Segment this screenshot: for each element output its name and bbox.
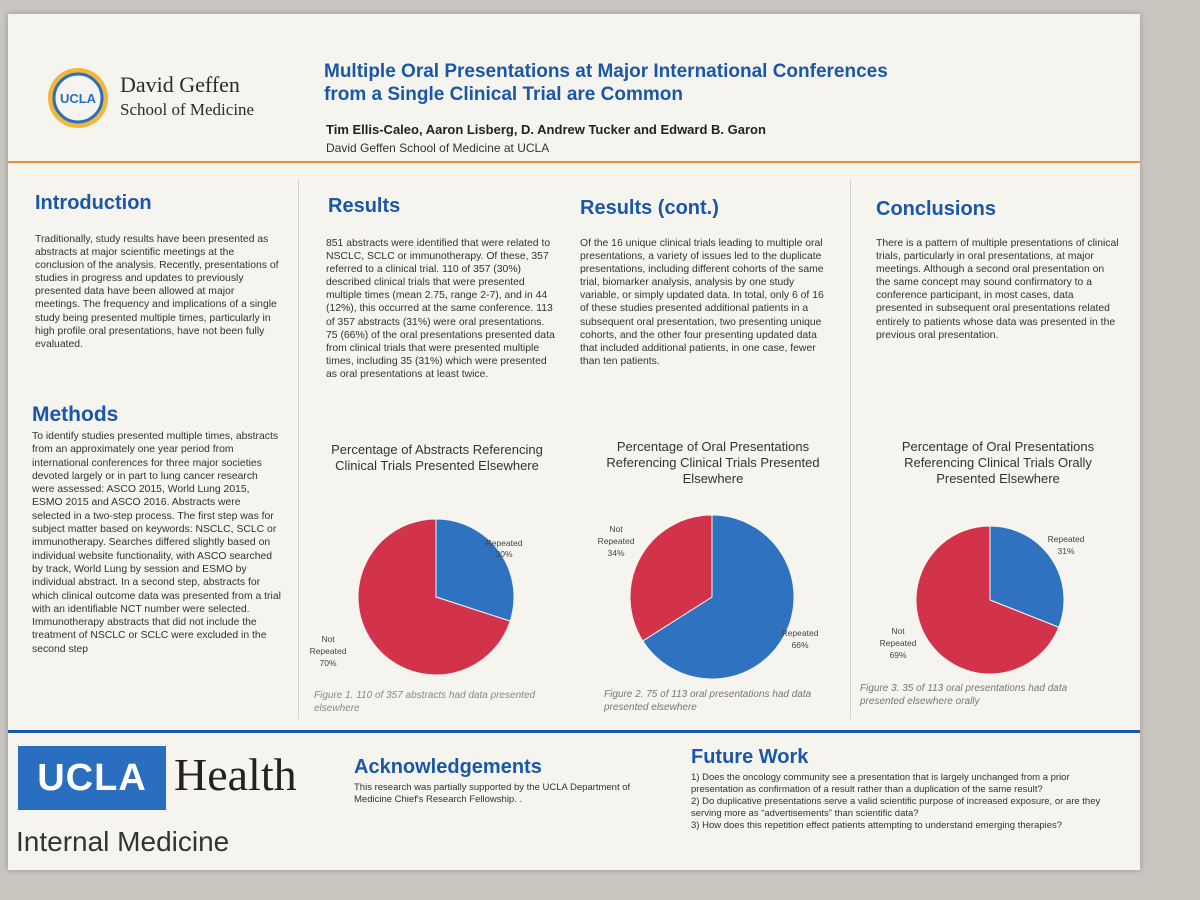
results-heading: Results (328, 195, 401, 217)
methods-body: To identify studies presented multiple t… (32, 431, 281, 655)
introduction-heading: Introduction (35, 192, 152, 214)
title-line2: from a Single Clinical Trial are Common (324, 84, 683, 105)
introduction-body: Traditionally, study results have been p… (35, 234, 279, 350)
future-work-item: 1) Does the oncology community see a pre… (691, 772, 1070, 795)
chart3-pct-not-repeated: 69% (889, 650, 906, 660)
chart2-caption: Figure 2. 75 of 113 oral presentations h… (604, 689, 812, 713)
seal-text: UCLA (60, 91, 97, 106)
chart3-pct-repeated: 31% (1057, 546, 1074, 556)
chart3-label-not-repeated-1: Not (891, 626, 905, 636)
chart1-title: Percentage of Abstracts Referencing Clin… (306, 442, 568, 474)
chart3-pie: Repeated 31% Not Repeated 69% (880, 525, 1085, 675)
conclusions-heading: Conclusions (876, 198, 997, 220)
chart3-title-line: Referencing Clinical Trials Orally (904, 455, 1092, 470)
chart2-label-repeated: Repeated (782, 628, 819, 638)
chart2-title-line: Elsewhere (682, 471, 744, 486)
footer-divider (8, 730, 1140, 733)
chart2-label-not-repeated-2: Repeated (598, 536, 635, 546)
future-work-list: 1) Does the oncology community see a pre… (691, 772, 1106, 832)
chart3-caption: Figure 3. 35 of 113 oral presentations h… (860, 683, 1068, 707)
chart2-title-line: Referencing Clinical Trials Presented (606, 455, 820, 470)
chart1-pct-not-repeated: 70% (319, 658, 336, 668)
poster-title: Multiple Oral Presentations at Major Int… (324, 60, 1124, 106)
chart1-pct-repeated: 30% (495, 549, 512, 559)
chart1-title-line: Clinical Trials Presented Elsewhere (335, 458, 539, 473)
chart3-title-line: Presented Elsewhere (936, 471, 1060, 486)
affiliation: David Geffen School of Medicine at UCLA (326, 141, 550, 155)
future-work-heading: Future Work (691, 746, 809, 768)
department-name: Internal Medicine (16, 826, 230, 857)
title-line1: Multiple Oral Presentations at Major Int… (324, 61, 888, 82)
pie-slice-not-repeated (629, 514, 713, 642)
chart1-label-not-repeated-1: Not (321, 634, 335, 644)
pie-slice-repeated (435, 518, 515, 622)
chart2-pie: Not Repeated 34% Repeated 66% (598, 514, 819, 680)
ucla-health-logo-word: Health (174, 749, 297, 800)
results-cont-body: Of the 16 unique clinical trials leading… (580, 238, 824, 367)
chart2-title: Percentage of Oral Presentations Referen… (588, 439, 838, 487)
acknowledgements-body: This research was partially supported by… (354, 782, 631, 805)
acknowledgements-heading: Acknowledgements (354, 756, 542, 778)
results-cont-heading: Results (cont.) (580, 197, 719, 219)
chart2-label-not-repeated-1: Not (609, 524, 623, 534)
chart1-caption: Figure 1. 110 of 357 abstracts had data … (314, 690, 536, 714)
pie-slice-repeated (642, 514, 795, 680)
chart2-title-line: Percentage of Oral Presentations (616, 439, 810, 454)
chart2-pct-repeated: 66% (791, 640, 808, 650)
chart1-title-line: Percentage of Abstracts Referencing (331, 442, 543, 457)
column-divider (850, 179, 851, 719)
chart3-title: Percentage of Oral Presentations Referen… (868, 439, 1128, 487)
authors: Tim Ellis-Caleo, Aaron Lisberg, D. Andre… (326, 122, 766, 137)
chart1-label-not-repeated-2: Repeated (310, 646, 347, 656)
school-name-line2: School of Medicine (120, 100, 255, 119)
poster: UCLA David Geffen School of Medicine Mul… (8, 14, 1140, 870)
ucla-health-logo-box: UCLA (18, 746, 166, 810)
results-body: 851 abstracts were identified that were … (326, 238, 555, 380)
chart3-label-repeated: Repeated (1048, 534, 1085, 544)
future-work-item: 3) How does this repetition effect patie… (691, 820, 1063, 831)
chart1-label-repeated: Repeated (486, 538, 523, 548)
ucla-seal-logo: UCLA (48, 68, 108, 128)
chart3-title-line: Percentage of Oral Presentations (901, 439, 1095, 454)
pie-slice-not-repeated (357, 518, 511, 676)
future-work-item: 2) Do duplicative presentations serve a … (691, 796, 1101, 819)
school-name-line1: David Geffen (120, 72, 240, 97)
methods-heading: Methods (32, 403, 119, 426)
column-divider (298, 179, 299, 719)
pie-slice-not-repeated (915, 525, 1060, 675)
conclusions-body: There is a pattern of multiple presentat… (876, 238, 1119, 341)
chart1-pie: Repeated 30% Not Repeated 70% (310, 518, 523, 676)
chart3-label-not-repeated-2: Repeated (880, 638, 917, 648)
chart2-pct-not-repeated: 34% (607, 548, 624, 558)
header-divider (8, 161, 1140, 163)
pie-slice-repeated (989, 525, 1065, 628)
